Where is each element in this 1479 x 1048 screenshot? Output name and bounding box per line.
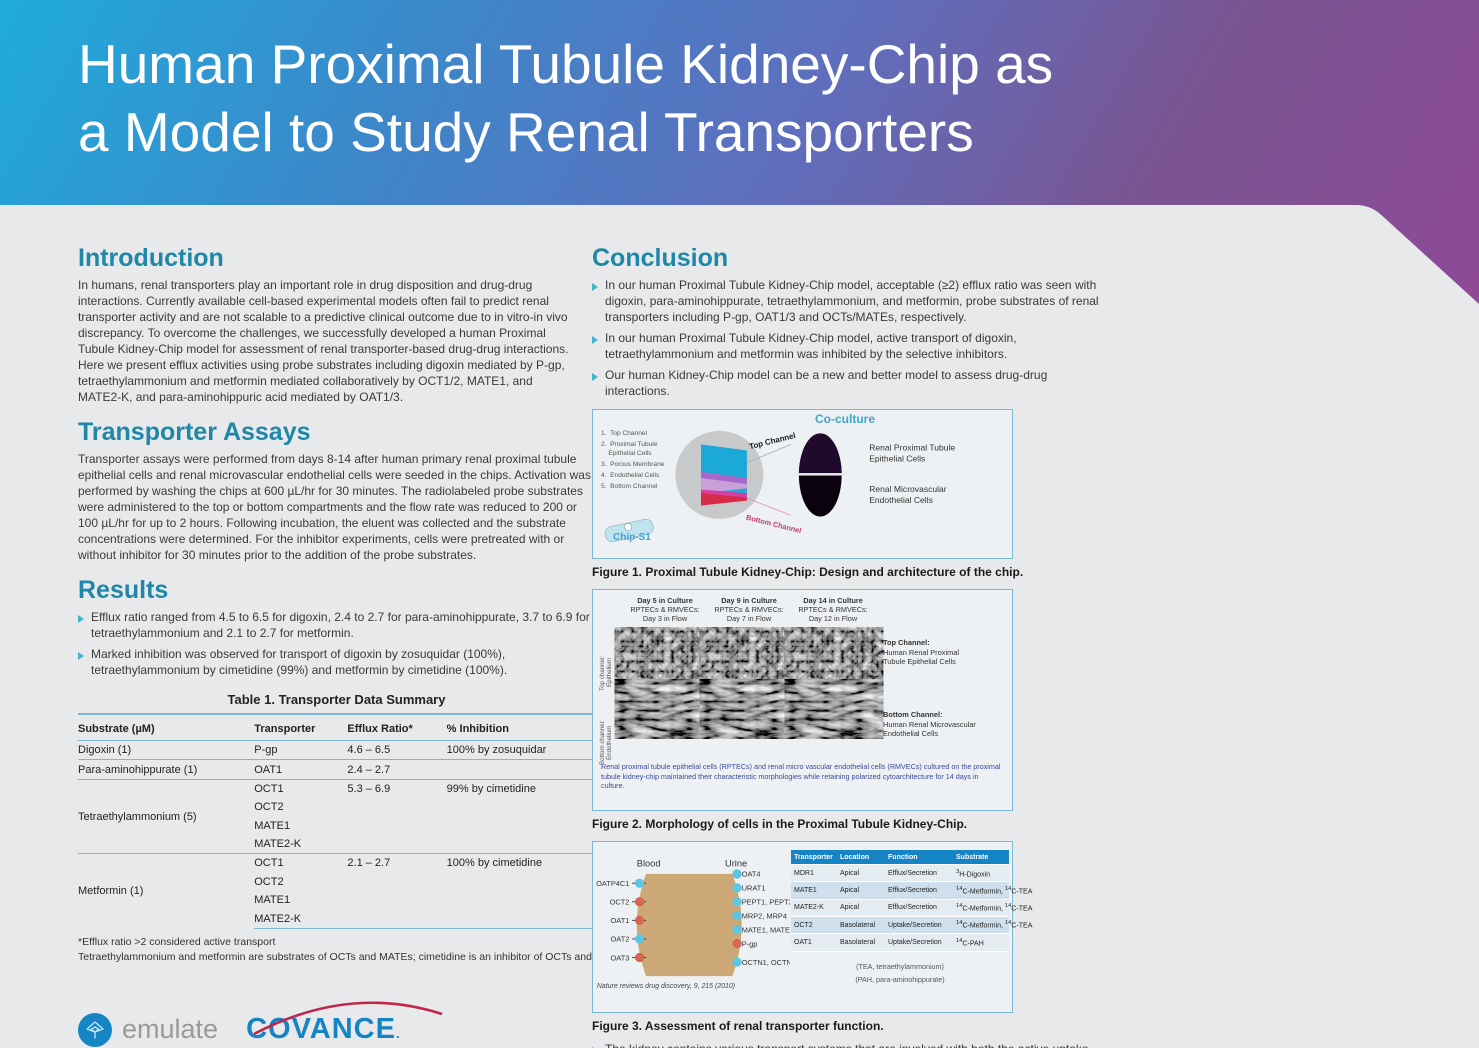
svg-text:OAT1: OAT1 [611, 916, 630, 925]
svg-text:Renal Proximal Tubule: Renal Proximal Tubule [869, 442, 955, 452]
svg-text:Endothelial Cells: Endothelial Cells [869, 495, 933, 505]
svg-text:MATE1, MATE2-K: MATE1, MATE2-K [742, 925, 790, 934]
svg-text:OATP4C1: OATP4C1 [596, 879, 629, 888]
svg-text:PEPT1, PEPT2: PEPT1, PEPT2 [742, 898, 790, 907]
svg-text:OAT4: OAT4 [742, 870, 761, 879]
svg-text:Nature reviews drug discovery,: Nature reviews drug discovery, 9, 215 (2… [597, 983, 735, 990]
svg-text:OCT2: OCT2 [610, 898, 630, 907]
svg-text:URAT1: URAT1 [742, 884, 766, 893]
svg-text:Blood: Blood [637, 859, 661, 869]
svg-text:OAT3: OAT3 [611, 953, 630, 962]
svg-text:Epithelial Cells: Epithelial Cells [869, 453, 925, 463]
svg-text:MRP2, MRP4: MRP2, MRP4 [742, 912, 787, 921]
svg-text:Bottom Channel: Bottom Channel [745, 513, 802, 533]
svg-text:P-gp: P-gp [742, 939, 758, 948]
svg-text:OAT2: OAT2 [611, 935, 630, 944]
svg-text:Urine: Urine [725, 859, 747, 869]
svg-text:Renal Microvascular: Renal Microvascular [869, 484, 947, 494]
svg-text:OCTN1, OCTN2: OCTN1, OCTN2 [742, 958, 790, 967]
svg-text:Top Channel: Top Channel [748, 431, 796, 451]
